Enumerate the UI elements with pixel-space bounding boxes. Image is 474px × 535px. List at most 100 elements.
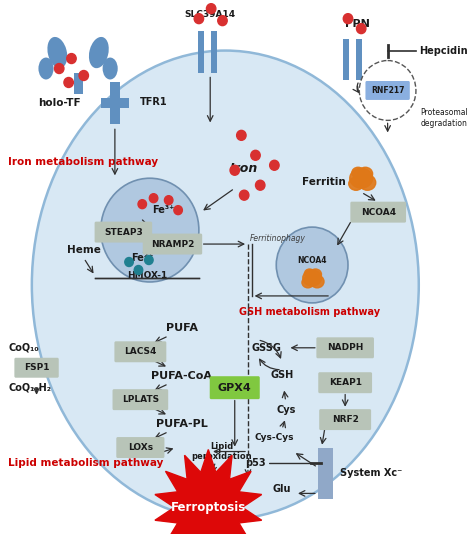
Text: LPLATS: LPLATS xyxy=(122,395,159,404)
Circle shape xyxy=(134,265,143,274)
FancyBboxPatch shape xyxy=(114,341,166,362)
Text: Lipid
peroxidation: Lipid peroxidation xyxy=(191,442,252,461)
Ellipse shape xyxy=(310,276,324,288)
Text: Ferritinophagy: Ferritinophagy xyxy=(250,234,306,242)
FancyBboxPatch shape xyxy=(14,358,59,378)
Text: GPX4: GPX4 xyxy=(218,383,252,393)
Text: SLC39A14: SLC39A14 xyxy=(185,10,236,19)
FancyBboxPatch shape xyxy=(211,30,217,73)
Text: CoQ₁₀: CoQ₁₀ xyxy=(8,343,39,353)
Text: KEAP1: KEAP1 xyxy=(328,378,362,387)
Text: NCOA4: NCOA4 xyxy=(361,208,396,217)
Text: Ferroptosis: Ferroptosis xyxy=(171,501,246,514)
Text: Iron metabolism pathway: Iron metabolism pathway xyxy=(8,157,158,167)
FancyBboxPatch shape xyxy=(350,202,406,223)
Ellipse shape xyxy=(303,270,321,286)
Text: STEAP3: STEAP3 xyxy=(104,227,143,236)
Ellipse shape xyxy=(310,269,321,280)
FancyBboxPatch shape xyxy=(143,234,202,255)
FancyBboxPatch shape xyxy=(365,81,410,100)
Circle shape xyxy=(218,16,227,26)
Circle shape xyxy=(251,150,260,160)
Text: Glu: Glu xyxy=(273,484,291,494)
FancyBboxPatch shape xyxy=(316,338,374,358)
Text: HMOX-1: HMOX-1 xyxy=(127,271,167,280)
Circle shape xyxy=(164,196,173,205)
Ellipse shape xyxy=(352,167,365,178)
Ellipse shape xyxy=(358,167,373,180)
Circle shape xyxy=(194,14,204,24)
Text: Cys-Cys: Cys-Cys xyxy=(255,433,294,442)
Circle shape xyxy=(174,205,182,215)
Text: LACS4: LACS4 xyxy=(124,347,156,356)
FancyBboxPatch shape xyxy=(95,221,152,242)
Text: Cys: Cys xyxy=(276,404,295,415)
Ellipse shape xyxy=(89,37,109,68)
Ellipse shape xyxy=(302,277,314,288)
Text: FPN: FPN xyxy=(345,19,370,28)
Text: Ferritin: Ferritin xyxy=(301,177,346,187)
FancyBboxPatch shape xyxy=(110,82,119,124)
FancyBboxPatch shape xyxy=(343,39,349,80)
Circle shape xyxy=(64,78,73,87)
Text: TFR1: TFR1 xyxy=(140,97,168,108)
Text: holo-TF: holo-TF xyxy=(38,98,81,109)
Text: NCOA4: NCOA4 xyxy=(297,256,327,264)
Circle shape xyxy=(207,4,216,14)
Circle shape xyxy=(55,64,64,73)
Text: CoQ₁₀H₂: CoQ₁₀H₂ xyxy=(8,383,51,393)
Text: NRAMP2: NRAMP2 xyxy=(151,240,194,249)
Text: GSH: GSH xyxy=(270,370,293,380)
Circle shape xyxy=(239,190,249,200)
Text: System Xc⁻: System Xc⁻ xyxy=(340,469,403,478)
FancyBboxPatch shape xyxy=(101,98,129,109)
Circle shape xyxy=(276,227,348,303)
Polygon shape xyxy=(155,449,262,535)
Text: NADPH: NADPH xyxy=(327,343,364,352)
Circle shape xyxy=(343,14,353,24)
Circle shape xyxy=(138,200,146,209)
Text: GSH metabolism pathway: GSH metabolism pathway xyxy=(238,307,380,317)
Text: Hepcidin: Hepcidin xyxy=(419,45,467,56)
Text: Heme: Heme xyxy=(67,245,100,255)
FancyBboxPatch shape xyxy=(356,39,362,80)
Circle shape xyxy=(145,256,153,264)
Text: RNF217: RNF217 xyxy=(371,86,404,95)
Ellipse shape xyxy=(359,175,376,190)
Circle shape xyxy=(230,165,239,175)
Circle shape xyxy=(270,160,279,170)
FancyBboxPatch shape xyxy=(319,409,371,430)
Text: PUFA: PUFA xyxy=(166,323,198,333)
Text: PUFA-CoA: PUFA-CoA xyxy=(151,371,212,381)
FancyBboxPatch shape xyxy=(116,437,164,458)
Text: Proteasomal
degradation: Proteasomal degradation xyxy=(420,109,468,128)
FancyBboxPatch shape xyxy=(198,30,204,73)
Circle shape xyxy=(67,54,76,64)
Text: Fe³⁺: Fe³⁺ xyxy=(152,205,174,215)
FancyBboxPatch shape xyxy=(318,448,333,499)
Circle shape xyxy=(125,257,133,266)
Text: PUFA-PL: PUFA-PL xyxy=(156,418,208,429)
Ellipse shape xyxy=(350,169,373,188)
FancyBboxPatch shape xyxy=(74,73,83,95)
Ellipse shape xyxy=(47,37,67,68)
Text: LOXs: LOXs xyxy=(128,443,153,452)
FancyBboxPatch shape xyxy=(210,376,260,399)
Ellipse shape xyxy=(32,51,419,519)
Ellipse shape xyxy=(38,58,54,80)
Text: Iron: Iron xyxy=(230,162,258,175)
Ellipse shape xyxy=(304,269,315,278)
Ellipse shape xyxy=(349,177,363,190)
Text: GSSG: GSSG xyxy=(252,343,282,353)
Text: p53: p53 xyxy=(245,458,266,469)
Ellipse shape xyxy=(102,58,118,80)
Circle shape xyxy=(149,194,158,203)
Circle shape xyxy=(255,180,265,190)
Text: Lipid metabolism pathway: Lipid metabolism pathway xyxy=(8,458,164,469)
FancyBboxPatch shape xyxy=(318,372,372,393)
Text: Fe²⁺: Fe²⁺ xyxy=(131,253,154,263)
Circle shape xyxy=(101,178,199,282)
Text: NRF2: NRF2 xyxy=(332,415,359,424)
Circle shape xyxy=(356,24,366,34)
Text: FSP1: FSP1 xyxy=(24,363,49,372)
